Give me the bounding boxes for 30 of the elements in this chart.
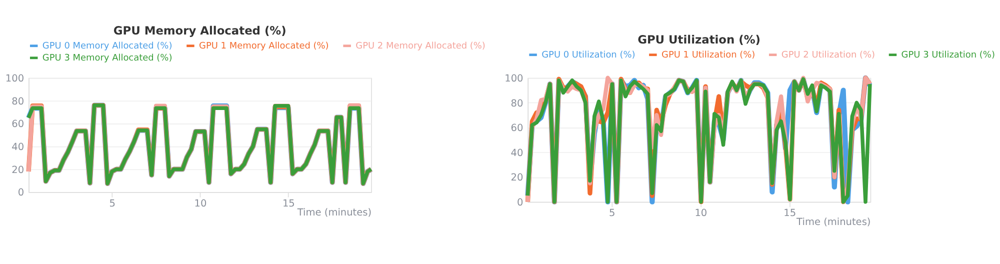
y-tick-label: 60	[12, 119, 24, 130]
y-tick-label: 40	[510, 148, 524, 159]
legend-label: GPU 3 Memory Allocated (%)	[42, 53, 172, 64]
y-tick-label: 80	[12, 96, 24, 108]
legend-label: GPU 1 Utilization (%)	[662, 50, 756, 60]
x-tick-label: 15	[784, 208, 796, 220]
y-tick-label: 20	[12, 164, 24, 176]
y-tick-label: 100	[504, 74, 524, 85]
y-tick-label: 40	[12, 142, 24, 154]
legend-label: GPU 2 Memory Allocated (%)	[356, 41, 486, 52]
chart-title: GPU Utilization (%)	[638, 32, 760, 47]
y-tick-label: 80	[510, 98, 524, 110]
y-tick-label: 0	[18, 188, 24, 199]
x-tick-label: 5	[109, 198, 116, 210]
y-tick-label: 0	[517, 198, 524, 209]
legend-label: GPU 3 Utilization (%)	[901, 50, 995, 60]
x-tick-label: 10	[194, 198, 207, 210]
legend-label: GPU 1 Memory Allocated (%)	[199, 41, 329, 52]
x-tick-label: 15	[282, 198, 295, 210]
y-tick-label: 100	[5, 74, 24, 85]
x-tick-label: 10	[694, 208, 708, 220]
legend-label: GPU 2 Utilization (%)	[781, 50, 876, 60]
chart-title: GPU Memory Allocated (%)	[113, 24, 286, 38]
legend-label: GPU 0 Memory Allocated (%)	[42, 41, 172, 52]
y-tick-label: 20	[510, 172, 524, 184]
x-axis-title: Time (minutes)	[796, 217, 871, 228]
x-axis-title: Time (minutes)	[296, 207, 372, 218]
x-tick-label: 5	[608, 208, 616, 220]
legend-label: GPU 0 Utilization (%)	[542, 50, 636, 60]
y-tick-label: 60	[510, 123, 524, 134]
